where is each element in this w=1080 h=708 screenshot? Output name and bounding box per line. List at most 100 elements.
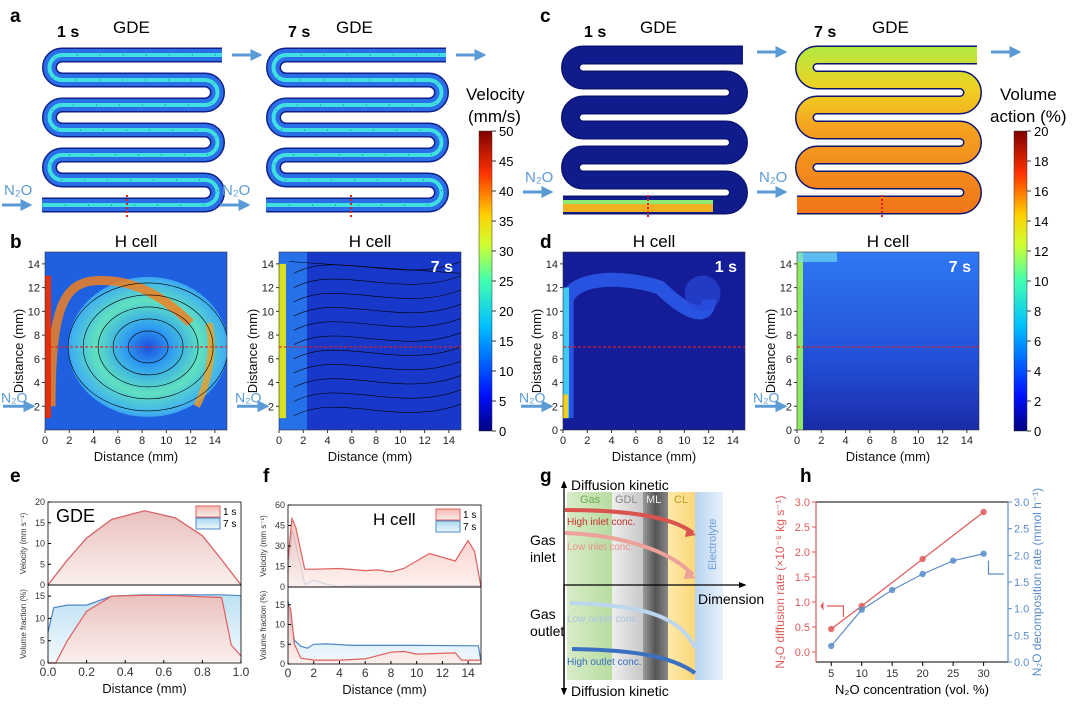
data-point — [919, 570, 926, 578]
y-tick-label: 14 — [780, 259, 792, 271]
channel-core — [266, 53, 446, 207]
diagram-g: Gas GDL ML CL Electrolyte Diffusion kine… — [530, 477, 764, 699]
x-tick-label: 5 — [828, 668, 834, 680]
y-axis-label: Velocity (mm s⁻¹) — [259, 515, 268, 577]
series-area-7s — [288, 600, 481, 664]
left-axis-indicator — [826, 605, 845, 617]
legend-swatch — [435, 520, 461, 533]
heatmap-b-left: 0 2 4 6 8 10 12 14 2 4 6 8 10 12 14 Distance (mm) Distan… — [1, 232, 228, 464]
legend-label: 1 s — [223, 507, 236, 518]
y-tick-label-right: 2.0 — [1014, 550, 1029, 562]
x-tick-label: 0.6 — [155, 665, 172, 679]
x-axis-label: Distance (mm) — [342, 682, 427, 697]
subplot-bottom: 0 5 10 15 Volume fraction (%) — [19, 584, 242, 668]
y-tick-label: 14 — [28, 259, 40, 271]
y-tick-label: 10 — [546, 306, 558, 318]
heatmaps: 0 2 4 6 8 10 12 14 2 4 6 8 10 12 14 Distance (mm) Distan… — [1, 232, 980, 464]
velocity-channel-a2: N₂O — [220, 47, 487, 218]
x-tick-label: 6 — [115, 435, 121, 447]
x-tick-label: 14 — [461, 666, 475, 680]
y-tick-label: 10 — [780, 306, 792, 318]
colorbar-tick-label: 5 — [499, 394, 506, 409]
jet-band — [46, 275, 194, 407]
serpentine-channels: N₂O N₂O N₂O N₂O — [2, 45, 1022, 218]
x-tick-label: 8 — [657, 435, 663, 447]
channel-field — [562, 47, 747, 213]
y-axis-label-right: N₂O decomposition rate (mmol h⁻¹) — [1030, 488, 1044, 676]
streamline — [293, 275, 461, 288]
x-tick-label: 12 — [702, 435, 714, 447]
gas-inlet-label-1: Gas — [530, 532, 556, 548]
x-tick-label: 12 — [436, 666, 450, 680]
x-tick-label: 20 — [917, 668, 929, 680]
legend-label: 7 s — [223, 519, 236, 530]
colorbar-tick-label: 15 — [499, 334, 513, 349]
series-line — [830, 553, 984, 647]
colorbar-tick-label: 10 — [1034, 274, 1048, 289]
x-tick-label: 0 — [285, 666, 292, 680]
y-axis-label-left: N₂O diffusion rate (×10⁻⁶ kg s⁻¹) — [773, 495, 787, 668]
y-tick-label: 12 — [262, 283, 274, 295]
colorbar-tick-label: 0 — [499, 424, 506, 439]
y-tick-label-right: 0.5 — [1014, 630, 1029, 642]
x-tick-label: 8 — [388, 666, 395, 680]
subplot-top: 0 5 10 15 20 Velocity (mm s⁻¹) — [19, 497, 242, 590]
y-tick-label-left: 3.0 — [795, 497, 810, 509]
x-tick-label: 12 — [936, 435, 948, 447]
y-tick-label: 15 — [275, 600, 285, 610]
c-left-time: 1 s — [584, 24, 606, 41]
heatmap-title: H cell — [349, 232, 392, 251]
x-tick-label: 25 — [947, 668, 959, 680]
x-axis-label: N₂O concentration (vol. %) — [835, 682, 989, 697]
chart-e: 0 5 10 15 20 Velocity (mm s⁻¹) 0 5 10 15 Volume fr… — [19, 497, 250, 696]
colorbar-tick-label: 6 — [1034, 334, 1041, 349]
layer-label-ml: ML — [646, 494, 661, 506]
y-axis-label: Volume fraction (%) — [259, 590, 268, 660]
x-tick-label: 2 — [66, 435, 72, 447]
inlet-strip — [563, 287, 569, 419]
x-tick-label: 10 — [678, 435, 690, 447]
inlet-strip — [279, 263, 286, 419]
y-tick-label: 5 — [40, 636, 45, 646]
gas-outlet-label-1: Gas — [530, 606, 556, 622]
x-tick-label: 4 — [608, 435, 614, 447]
x-tick-label: 2 — [584, 435, 590, 447]
plume — [563, 272, 716, 419]
n2o-inlet-label: N₂O — [519, 389, 546, 405]
x-tick-label: 15 — [886, 668, 898, 680]
n2o-inlet-label: N₂O — [4, 182, 32, 199]
x-tick-label: 4 — [324, 435, 330, 447]
x-tick-label: 6 — [349, 435, 355, 447]
panel-label-d: d — [540, 232, 552, 253]
y-tick-label-right: 1.5 — [1014, 577, 1029, 589]
chart-title: GDE — [56, 506, 95, 526]
plot-frame — [796, 251, 980, 431]
inlet-hot — [563, 394, 568, 419]
chart-title: H cell — [373, 510, 416, 529]
y-tick-label: 4 — [552, 378, 558, 390]
streamline — [82, 294, 214, 400]
x-tick-label: 6 — [362, 666, 369, 680]
x-tick-label: 0 — [276, 435, 282, 447]
y-tick-label: 0 — [40, 658, 45, 668]
volume-channel-c2: N₂O — [757, 45, 1022, 218]
high-inlet-arrow — [564, 508, 695, 535]
y-tick-label: 4 — [268, 378, 274, 390]
series-line-1s — [287, 604, 481, 661]
data-point — [919, 555, 926, 563]
channel-core — [42, 53, 222, 207]
inlet-region — [797, 201, 947, 212]
plot-frame — [44, 251, 228, 431]
a-right-title: GDE — [336, 18, 373, 37]
colorbar-tick-label: 0 — [1034, 424, 1041, 439]
colorbar-tick-label: 2 — [1034, 394, 1041, 409]
y-tick-label: 0 — [786, 425, 792, 437]
high-inlet-label: High inlet conc. — [567, 517, 635, 528]
x-axis-label: Distance (mm) — [846, 449, 931, 464]
y-tick-label: 4 — [786, 378, 792, 390]
streamline — [293, 289, 461, 303]
volume-colorbar-unit: action (%) — [990, 107, 1067, 126]
n2o-inlet-label: N₂O — [1, 389, 28, 405]
plot-frame — [287, 586, 482, 665]
